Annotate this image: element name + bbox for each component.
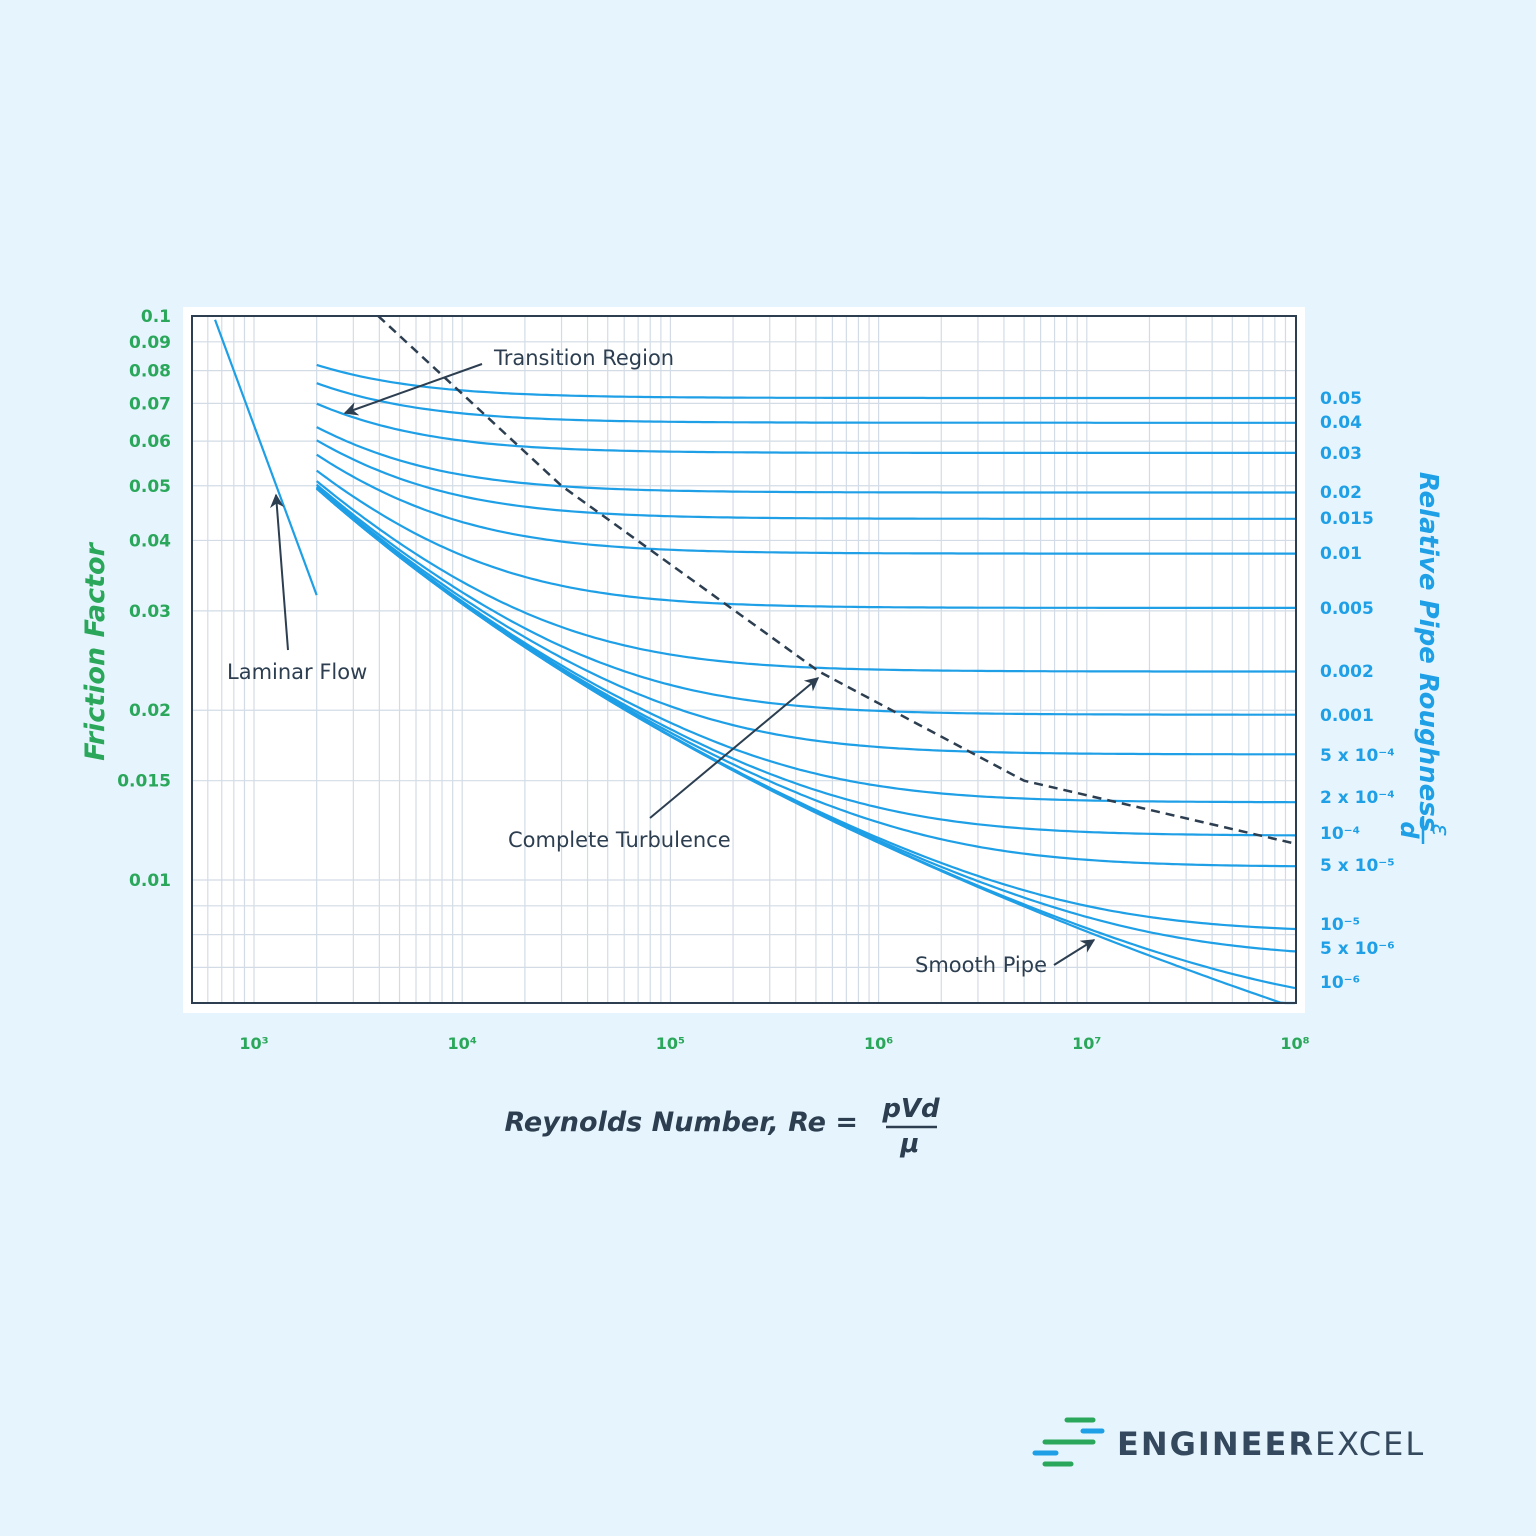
x-tick-label: 10³ xyxy=(239,1034,268,1053)
engineerexcel-logo: ENGINEEREXCEL xyxy=(1032,1417,1425,1467)
laminar-flow-line xyxy=(214,319,318,596)
annotation-complete-turbulence: Complete Turbulence xyxy=(508,677,820,852)
x-axis-title: Reynolds Number, Re = xyxy=(504,1107,858,1138)
plot-frame xyxy=(191,315,1297,1004)
y-tick-label: 0.07 xyxy=(129,394,171,414)
y-tick-label: 0.09 xyxy=(129,333,171,353)
roughness-label: 0.005 xyxy=(1320,599,1374,619)
x-tick-label: 10⁶ xyxy=(864,1034,893,1053)
logo-mark-icon xyxy=(1032,1417,1105,1467)
right-axis-fraction: ε d xyxy=(1395,816,1455,844)
y-tick-label: 0.05 xyxy=(129,477,171,497)
roughness-curve xyxy=(316,480,1295,673)
roughness-curve xyxy=(316,402,1295,454)
annotation-smooth-pipe: Smooth Pipe xyxy=(915,939,1096,977)
roughness-label: 5 x 10⁻⁴ xyxy=(1320,746,1395,766)
roughness-curves xyxy=(214,319,1296,1005)
plot-panel xyxy=(183,307,1305,1013)
annotation-laminar-flow: Laminar Flow xyxy=(227,493,367,684)
y-axis-ticks: 0.1 0.09 0.08 0.07 0.06 0.05 0.04 0.03 0.02 0.015… xyxy=(117,307,171,891)
y-tick-label: 0.015 xyxy=(117,772,171,792)
y-tick-label: 0.04 xyxy=(129,531,171,551)
annotation-text: Laminar Flow xyxy=(227,660,367,684)
roughness-curve xyxy=(316,469,1295,609)
y-tick-label: 0.03 xyxy=(129,602,171,622)
y-tick-label: 0.08 xyxy=(129,362,171,382)
fraction-numerator: pVd xyxy=(881,1094,940,1124)
roughness-label: 2 x 10⁻⁴ xyxy=(1320,788,1395,808)
x-tick-label: 10⁸ xyxy=(1280,1034,1309,1053)
roughness-label: 10⁻⁶ xyxy=(1320,973,1360,993)
right-axis-title: Relative Pipe Roughness xyxy=(1413,472,1443,832)
smooth-pipe-curve xyxy=(315,487,1295,1005)
x-tick-label: 10⁷ xyxy=(1072,1034,1101,1053)
dashed-boundary-line xyxy=(377,315,1296,845)
roughness-label: 0.05 xyxy=(1320,389,1362,409)
x-tick-label: 10⁴ xyxy=(448,1034,477,1053)
roughness-labels: 0.05 0.04 0.03 0.02 0.015 0.01 0.005 0.002 0.001… xyxy=(1320,389,1395,993)
annotation-text: Smooth Pipe xyxy=(915,953,1047,977)
y-tick-label: 0.06 xyxy=(129,432,171,452)
roughness-curve xyxy=(315,485,1295,756)
fraction-denominator: d xyxy=(1395,821,1423,839)
roughness-curve xyxy=(316,426,1295,494)
annotation-transition-region: Transition Region xyxy=(343,346,674,416)
roughness-label: 5 x 10⁻⁵ xyxy=(1320,856,1395,876)
annotation-text: Complete Turbulence xyxy=(508,828,731,852)
roughness-label: 10⁻⁵ xyxy=(1320,915,1360,935)
roughness-label: 0.01 xyxy=(1320,544,1362,564)
fraction-numerator: ε xyxy=(1427,824,1455,837)
roughness-curve xyxy=(315,486,1295,804)
y-axis-title: Friction Factor xyxy=(80,541,111,760)
roughness-label: 0.001 xyxy=(1320,706,1374,726)
y-tick-label: 0.02 xyxy=(129,701,171,721)
roughness-label: 0.02 xyxy=(1320,483,1362,503)
roughness-label: 0.002 xyxy=(1320,662,1374,682)
roughness-label: 5 x 10⁻⁶ xyxy=(1320,939,1395,959)
x-tick-label: 10⁵ xyxy=(656,1034,685,1053)
roughness-label: 0.03 xyxy=(1320,444,1362,464)
roughness-curve xyxy=(316,453,1295,555)
annotation-text: Transition Region xyxy=(493,346,674,370)
x-axis-ticks: 10³ 10⁴ 10⁵ 10⁶ 10⁷ 10⁸ xyxy=(239,1034,1309,1053)
y-tick-label: 0.01 xyxy=(129,871,171,891)
x-axis-fraction: pVd μ xyxy=(881,1094,940,1159)
y-tick-label: 0.1 xyxy=(141,307,171,327)
roughness-label: 10⁻⁴ xyxy=(1320,824,1360,844)
fraction-denominator: μ xyxy=(899,1129,919,1159)
roughness-curve xyxy=(315,483,1295,716)
roughness-curve xyxy=(316,363,1295,400)
roughness-label: 0.04 xyxy=(1320,413,1362,433)
roughness-curve xyxy=(316,439,1295,520)
roughness-label: 0.015 xyxy=(1320,509,1374,529)
roughness-curve xyxy=(316,382,1295,424)
complete-turbulence-boundary xyxy=(377,315,1296,845)
logo-text: ENGINEEREXCEL xyxy=(1117,1425,1425,1463)
